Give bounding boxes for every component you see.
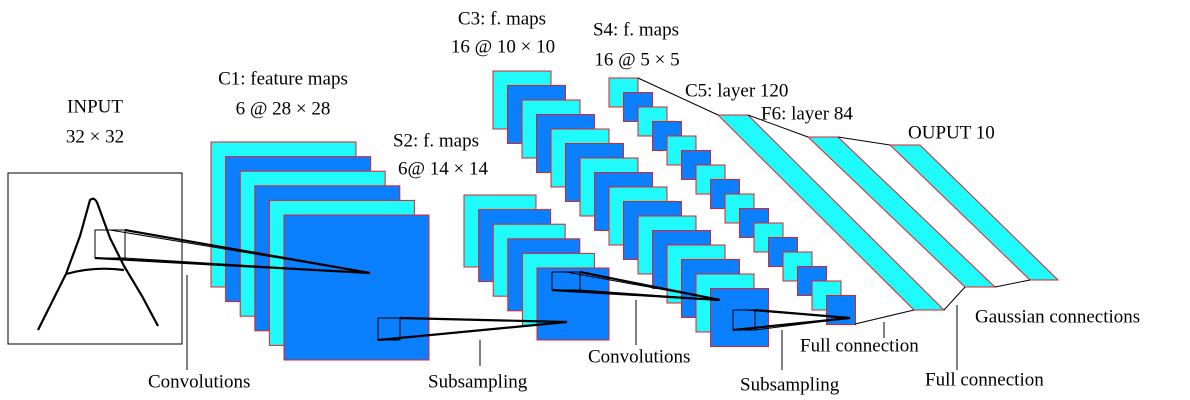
layer-title: C3: f. maps xyxy=(458,8,546,29)
operation-label: Convolutions xyxy=(588,346,690,367)
cone xyxy=(109,229,371,274)
operation-label: Convolutions xyxy=(148,371,250,392)
operation-ticks xyxy=(186,275,958,370)
input-letter-bar xyxy=(65,267,125,276)
connection xyxy=(637,77,719,116)
feature-map xyxy=(536,267,610,341)
operation-label: Subsampling xyxy=(428,371,528,392)
feature-map xyxy=(710,288,769,347)
layer-title: S2: f. maps xyxy=(393,130,479,151)
connection xyxy=(837,136,891,146)
layer-title: OUPUT 10 xyxy=(908,122,995,143)
layer-subtitle: 32 × 32 xyxy=(66,126,124,147)
connection xyxy=(943,286,966,311)
layer-title: F6: layer 84 xyxy=(761,103,853,124)
cone xyxy=(377,316,568,342)
receptive-fields xyxy=(94,228,851,342)
layer-subtitle: 16 @ 10 × 10 xyxy=(451,36,555,57)
operation-label: Full connection xyxy=(925,369,1044,390)
operation-label: Subsampling xyxy=(740,374,840,395)
operation-label: Full connection xyxy=(800,335,919,356)
output-layer xyxy=(888,144,1060,281)
operation-label: Gaussian connections xyxy=(975,306,1140,327)
layer-subtitle: 6 @ 28 × 28 xyxy=(236,98,331,119)
feature-map xyxy=(283,214,430,361)
dense-layers xyxy=(637,77,1060,325)
layer-title: C5: layer 120 xyxy=(685,80,788,101)
cone xyxy=(565,271,721,301)
layer-title: INPUT xyxy=(67,96,123,117)
layer-subtitle: 6@ 14 × 14 xyxy=(398,158,488,179)
input-letter xyxy=(37,197,159,331)
cone xyxy=(743,309,851,331)
layer-subtitle: 16 @ 5 × 5 xyxy=(594,49,679,70)
connection xyxy=(994,279,1031,288)
layer-title: S4: f. maps xyxy=(593,19,679,40)
connection xyxy=(747,114,809,138)
connection xyxy=(854,309,915,325)
layer-title: C1: feature maps xyxy=(218,68,348,89)
